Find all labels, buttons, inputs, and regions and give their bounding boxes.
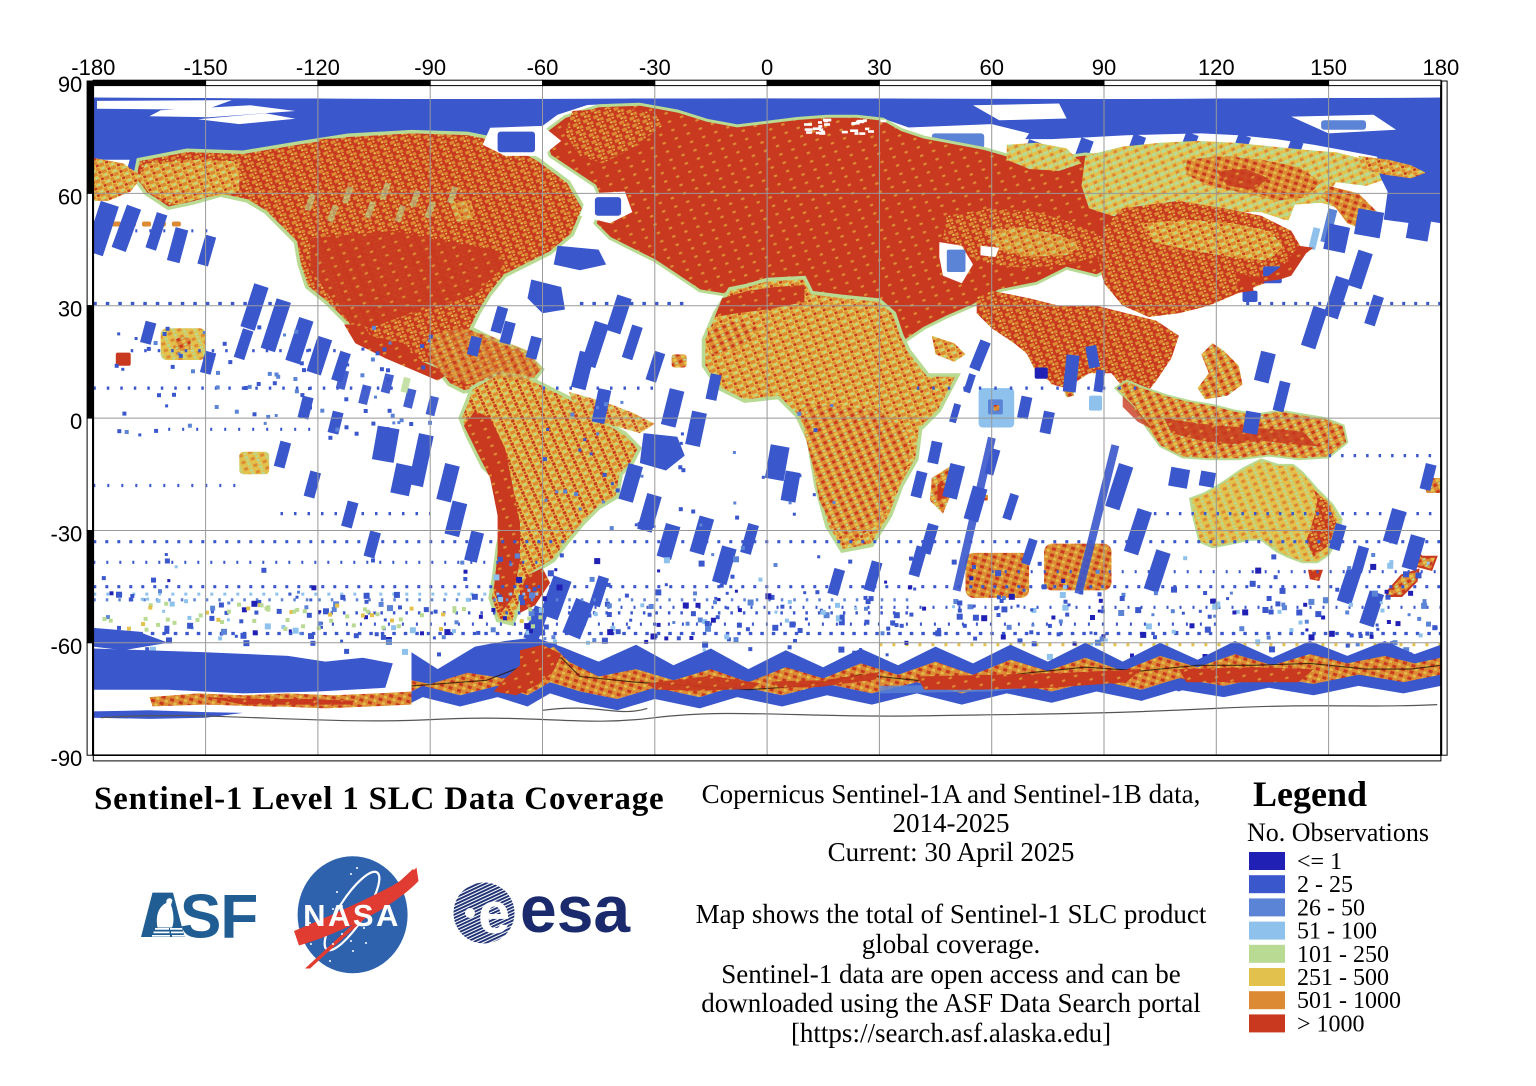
svg-text:Legend: Legend: [1253, 774, 1367, 814]
svg-text:26 - 50: 26 - 50: [1297, 895, 1365, 921]
svg-text:60: 60: [58, 184, 82, 209]
svg-text:-60: -60: [527, 55, 559, 80]
svg-text:120: 120: [1198, 55, 1235, 80]
svg-text:51 - 100: 51 - 100: [1297, 919, 1377, 945]
svg-text:No. Observations: No. Observations: [1247, 818, 1429, 847]
svg-text:-90: -90: [51, 746, 83, 771]
svg-text:90: 90: [1092, 55, 1116, 80]
svg-text:[https://search.asf.alaska.edu: [https://search.asf.alaska.edu]: [791, 1018, 1111, 1048]
svg-text:-60: -60: [51, 634, 83, 659]
svg-text:-120: -120: [296, 55, 340, 80]
svg-text:SF: SF: [180, 883, 257, 952]
svg-text:e: e: [478, 881, 510, 946]
svg-text:90: 90: [58, 72, 82, 97]
svg-text:2 - 25: 2 - 25: [1297, 872, 1353, 898]
svg-text:NASA: NASA: [303, 898, 401, 933]
svg-text:2014-2025: 2014-2025: [893, 808, 1010, 838]
svg-text:-90: -90: [414, 55, 446, 80]
svg-text:501 - 1000: 501 - 1000: [1297, 988, 1401, 1014]
svg-text:Sentinel-1 data are open acces: Sentinel-1 data are open access and can …: [721, 959, 1181, 989]
svg-text:-30: -30: [51, 522, 83, 547]
svg-text:150: 150: [1310, 55, 1347, 80]
svg-text:> 1000: > 1000: [1297, 1011, 1365, 1037]
svg-text:0: 0: [70, 409, 82, 434]
svg-text:Copernicus Sentinel-1A and Sen: Copernicus Sentinel-1A and Sentinel-1B d…: [702, 779, 1201, 809]
svg-text:-180: -180: [71, 55, 115, 80]
svg-text:101 - 250: 101 - 250: [1297, 942, 1389, 968]
svg-text:Map shows the total of Sentine: Map shows the total of Sentinel-1 SLC pr…: [696, 899, 1207, 929]
svg-text:-30: -30: [639, 55, 671, 80]
svg-text:251 - 500: 251 - 500: [1297, 965, 1389, 991]
svg-text:downloaded using the ASF Data: downloaded using the ASF Data Search por…: [701, 988, 1200, 1018]
svg-text:30: 30: [58, 297, 82, 322]
svg-text:<= 1: <= 1: [1297, 849, 1342, 875]
svg-text:global coverage.: global coverage.: [862, 929, 1040, 959]
svg-text:60: 60: [979, 55, 1003, 80]
svg-text:esa: esa: [520, 872, 631, 946]
svg-text:0: 0: [761, 55, 773, 80]
svg-text:180: 180: [1423, 55, 1460, 80]
svg-text:30: 30: [867, 55, 891, 80]
svg-text:Current: 30 April 2025: Current: 30 April 2025: [828, 837, 1075, 867]
svg-text:Sentinel-1 Level 1 SLC Data Co: Sentinel-1 Level 1 SLC Data Coverage: [94, 781, 664, 817]
svg-text:-150: -150: [184, 55, 228, 80]
